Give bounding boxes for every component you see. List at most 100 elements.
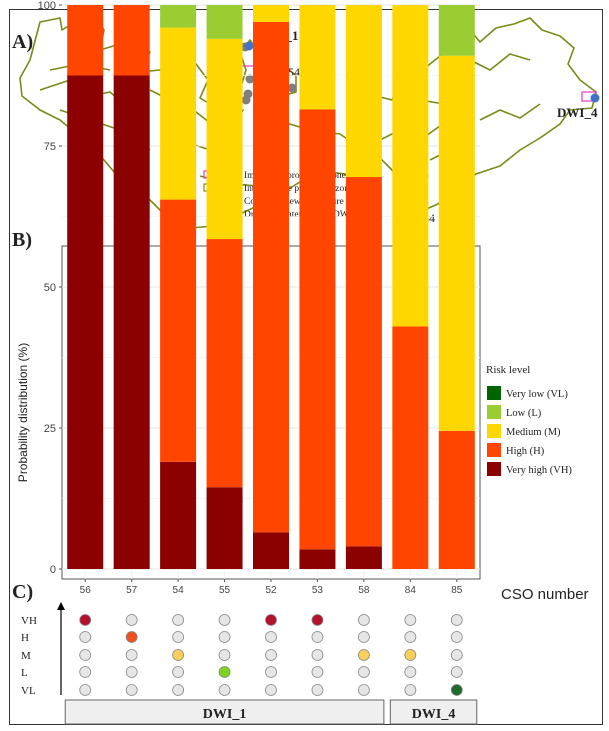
y-axis-label: Probability distribution (%) xyxy=(16,343,30,482)
risk-dot-54-M xyxy=(172,649,185,661)
bar-56-series-1 xyxy=(67,5,104,76)
x-tick-label-55: 55 xyxy=(219,585,231,596)
risk-dot-53-VH xyxy=(311,614,324,626)
risk-dot-54-L xyxy=(172,666,185,678)
risk-dot-58-VL xyxy=(357,684,370,696)
bar-55-series-0 xyxy=(206,487,243,569)
bar-53-series-0 xyxy=(299,549,336,569)
chart-legend-swatch-1 xyxy=(487,405,501,419)
risk-dot-55-M xyxy=(218,649,231,661)
bar-52-series-0 xyxy=(253,532,289,569)
bar-54-series-2 xyxy=(160,27,197,200)
risk-dot-57-H xyxy=(125,631,138,643)
intake-dot-dwi1 xyxy=(244,41,254,51)
risk-dot-52-H xyxy=(265,631,277,643)
risk-dot-52-VL xyxy=(265,684,277,696)
y-tick-label-100: 100 xyxy=(38,0,56,12)
risk-dot-53-L xyxy=(311,666,324,678)
x-tick-label-85: 85 xyxy=(451,585,463,596)
risk-dot-58-L xyxy=(357,666,370,678)
risk-dot-56-VL xyxy=(79,684,92,696)
sewer-structure-dot-55 xyxy=(287,83,297,93)
group-label-0: DWI_1 xyxy=(203,707,247,722)
x-tick-label-56: 56 xyxy=(80,585,92,596)
bar-85-series-1 xyxy=(438,430,475,569)
bar-56-series-0 xyxy=(67,75,104,569)
risk-dot-85-H xyxy=(450,631,463,643)
map-legend-label-0: Immediate protection zone xyxy=(244,171,346,181)
bar-85-series-2 xyxy=(438,55,475,431)
group-box-1 xyxy=(389,699,478,725)
y-tick-label-0: 0 xyxy=(50,564,56,576)
bar-54-series-0 xyxy=(160,461,197,569)
risk-dot-57-VL xyxy=(125,684,138,696)
y-tick-label-50: 50 xyxy=(44,282,56,294)
map-legend-label-1: Intermediate protection zone xyxy=(244,184,353,194)
x-tick-label-54: 54 xyxy=(173,585,185,596)
bar-85-series-3 xyxy=(438,5,475,56)
bar-55-series-3 xyxy=(206,5,243,39)
x-tick-label-57: 57 xyxy=(126,585,138,596)
risk-dot-52-M xyxy=(265,649,277,661)
sewer-structure-dot-56 xyxy=(245,74,255,84)
panel-label-c: C) xyxy=(12,581,33,603)
bar-84-series-1 xyxy=(392,326,429,569)
risk-dot-85-M xyxy=(450,649,463,661)
risk-level-label-L: L xyxy=(21,667,28,679)
risk-dot-84-VL xyxy=(404,684,417,696)
x-tick-label-58: 58 xyxy=(358,585,370,596)
chart-legend-label-1: Low (L) xyxy=(506,408,542,419)
bar-58-series-0 xyxy=(345,546,382,569)
bar-52-series-2 xyxy=(253,5,289,22)
risk-dot-53-VL xyxy=(311,684,324,696)
x-tick-label-84: 84 xyxy=(405,585,417,596)
risk-level-label-H: H xyxy=(21,632,29,644)
chart-legend-swatch-0 xyxy=(487,386,501,400)
y-tick-label-25: 25 xyxy=(44,423,56,435)
risk-dot-57-VH xyxy=(125,614,138,626)
risk-dot-54-H xyxy=(172,631,185,643)
chart-legend-swatch-4 xyxy=(487,462,501,476)
chart-legend-label-0: Very low (VL) xyxy=(506,389,568,400)
group-label-1: DWI_4 xyxy=(412,707,456,722)
risk-dot-84-L xyxy=(404,666,417,678)
bar-84-series-2 xyxy=(392,5,429,327)
risk-dot-58-H xyxy=(357,631,370,643)
intake-label-dwi4: DWI_4 xyxy=(557,105,598,120)
risk-dot-55-H xyxy=(218,631,231,643)
risk-dot-84-M xyxy=(404,649,417,661)
bar-57-series-0 xyxy=(113,75,150,569)
risk-dot-53-H xyxy=(311,631,324,643)
intake-dot-dwi4 xyxy=(590,93,600,103)
bar-55-series-2 xyxy=(206,38,243,240)
group-box-0 xyxy=(64,699,385,725)
bar-57-series-1 xyxy=(113,5,150,76)
bar-55-series-1 xyxy=(206,239,243,488)
risk-dot-57-L xyxy=(125,666,138,678)
panel-label-b: B) xyxy=(12,229,32,251)
risk-dot-58-VH xyxy=(357,614,370,626)
risk-dot-57-M xyxy=(125,649,138,661)
risk-dot-52-VH xyxy=(265,614,277,626)
risk-dot-56-H xyxy=(79,631,92,643)
risk-level-label-VH: VH xyxy=(21,615,37,627)
risk-dot-56-VH xyxy=(79,614,92,626)
risk-dot-84-VH xyxy=(404,614,417,626)
risk-dot-54-VH xyxy=(172,614,185,626)
bar-53-series-2 xyxy=(299,5,336,110)
chart-legend-swatch-3 xyxy=(487,443,501,457)
risk-dot-55-VL xyxy=(218,684,231,696)
chart-legend-title: Risk level xyxy=(486,364,530,376)
risk-dot-52-L xyxy=(265,666,277,678)
risk-dot-54-VL xyxy=(172,684,185,696)
x-axis-label: CSO number xyxy=(501,586,589,603)
risk-level-label-VL: VL xyxy=(21,685,36,697)
risk-dot-55-VH xyxy=(218,614,231,626)
risk-level-label-M: M xyxy=(21,650,31,662)
risk-dot-85-VL xyxy=(450,684,463,696)
panel-label-a: A) xyxy=(12,31,33,53)
risk-dot-85-VH xyxy=(450,614,463,626)
risk-dot-56-M xyxy=(79,649,92,661)
bar-58-series-2 xyxy=(345,5,382,178)
